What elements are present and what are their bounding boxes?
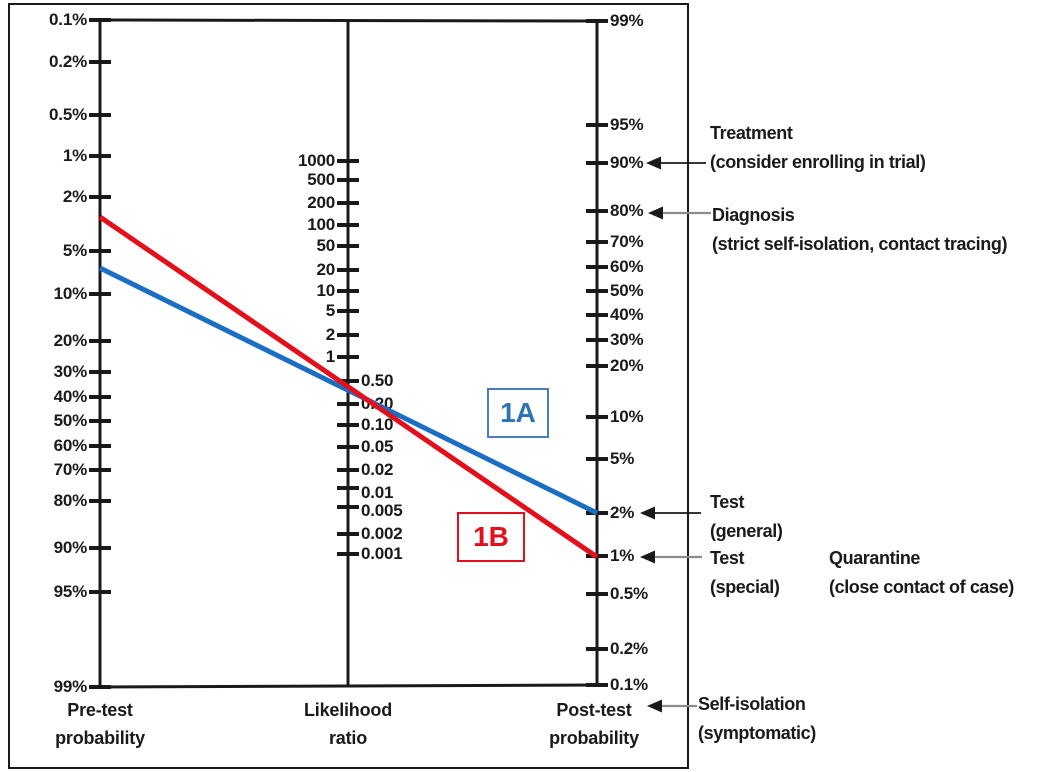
posttest-tick-label: 99% (610, 11, 644, 30)
posttest-tick-label: 2% (610, 503, 635, 522)
posttest-axis-title-line2: probability (549, 728, 639, 748)
posttest-tick-label: 60% (610, 257, 644, 276)
likelihood_ratio-tick-label: 50 (316, 236, 335, 255)
likelihood_ratio-tick-label: 200 (307, 193, 335, 212)
annotation-diagnosis-line1: Diagnosis (712, 205, 795, 225)
likelihood_ratio-tick-label: 5 (325, 301, 335, 320)
lr-axis-title: Likelihood ratio (268, 696, 428, 752)
posttest-tick-label: 20% (610, 356, 644, 375)
annotation-test-general: Test (general) (710, 488, 783, 546)
annotation-self-isolation-line1: Self-isolation (698, 694, 806, 714)
pretest-tick-label: 40% (53, 387, 88, 406)
annotation-diagnosis: Diagnosis (strict self-isolation, contac… (712, 201, 1007, 259)
posttest-tick-label: 0.2% (610, 639, 648, 658)
posttest-tick-label: 1% (610, 546, 635, 565)
posttest-tick-label: 0.5% (610, 584, 648, 603)
likelihood_ratio-tick-label: 0.02 (361, 460, 394, 479)
pretest-tick-label: 20% (53, 331, 88, 350)
likelihood_ratio-tick-label: 10 (316, 281, 335, 300)
annotation-test-general-line1: Test (710, 492, 745, 512)
annotation-diagnosis-line2: (strict self-isolation, contact tracing) (712, 234, 1008, 254)
pretest-axis-title-line2: probability (55, 728, 145, 748)
annotation-test-special-line1: Test (710, 548, 745, 568)
likelihood_ratio-tick-label: 1 (325, 347, 335, 366)
series-label-1b-text: 1B (473, 521, 509, 552)
pretest-tick-label: 0.5% (49, 105, 87, 124)
pretest-tick-label: 0.2% (49, 52, 87, 71)
likelihood_ratio-tick-label: 500 (307, 170, 335, 189)
pretest-tick-label: 10% (53, 284, 88, 303)
likelihood_ratio-tick-label: 1000 (297, 151, 335, 170)
pretest-axis-title-line1: Pre-test (67, 700, 133, 720)
posttest-tick-label: 50% (610, 281, 644, 300)
pretest-tick-label: 30% (53, 362, 88, 381)
posttest-tick-label: 10% (610, 407, 644, 426)
posttest-tick-label: 0.1% (610, 675, 648, 694)
series-label-1b: 1B (457, 512, 525, 562)
series-label-1a-text: 1A (500, 397, 536, 428)
pretest-tick-label: 95% (53, 582, 88, 601)
annotation-test-special-line2: (special) (710, 577, 780, 597)
likelihood_ratio-tick-label: 100 (307, 215, 335, 234)
annotation-quarantine-line1: Quarantine (829, 548, 921, 568)
pretest-tick-label: 99% (53, 677, 88, 696)
pretest-tick-label: 80% (53, 491, 88, 510)
likelihood_ratio-tick-label: 20 (316, 260, 335, 279)
posttest-tick-label: 95% (610, 115, 644, 134)
annotation-treatment-line2: (consider enrolling in trial) (710, 152, 926, 172)
pretest-tick-label: 90% (53, 538, 88, 557)
posttest-tick-label: 40% (610, 305, 644, 324)
annotation-test-special: Test (special) (710, 544, 780, 602)
pretest-tick-label: 2% (62, 187, 87, 206)
lr-axis-title-line1: Likelihood (303, 700, 392, 720)
pretest-tick-label: 1% (62, 146, 87, 165)
pretest-tick-label: 50% (53, 411, 88, 430)
annotation-quarantine: Quarantine (close contact of case) (829, 544, 1014, 602)
posttest-tick-label: 70% (610, 232, 644, 251)
annotation-quarantine-line2: (close contact of case) (829, 577, 1014, 597)
pretest-tick-label: 60% (53, 436, 88, 455)
likelihood_ratio-tick-label: 2 (325, 325, 335, 344)
posttest-tick-label: 5% (610, 449, 635, 468)
figure-border (8, 3, 689, 769)
pretest-tick-label: 5% (62, 241, 87, 260)
posttest-axis-title: Post-test probability (514, 696, 674, 752)
annotation-treatment-line1: Treatment (710, 123, 793, 143)
pretest-tick-label: 70% (53, 460, 88, 479)
pretest-tick-label: 0.1% (49, 10, 87, 29)
pretest-axis-title: Pre-test probability (20, 696, 180, 752)
likelihood_ratio-tick-label: 0.05 (361, 437, 394, 456)
posttest-tick-label: 30% (610, 330, 644, 349)
posttest-tick-label: 90% (610, 153, 644, 172)
annotation-self-isolation: Self-isolation (symptomatic) (698, 690, 816, 748)
annotation-treatment: Treatment (consider enrolling in trial) (710, 119, 926, 177)
annotation-self-isolation-line2: (symptomatic) (698, 723, 816, 743)
series-label-1a: 1A (487, 388, 549, 438)
posttest-tick-label: 80% (610, 201, 644, 220)
posttest-axis-title-line1: Post-test (556, 700, 632, 720)
annotation-test-general-line2: (general) (710, 521, 783, 541)
lr-axis-title-line2: ratio (328, 728, 367, 748)
